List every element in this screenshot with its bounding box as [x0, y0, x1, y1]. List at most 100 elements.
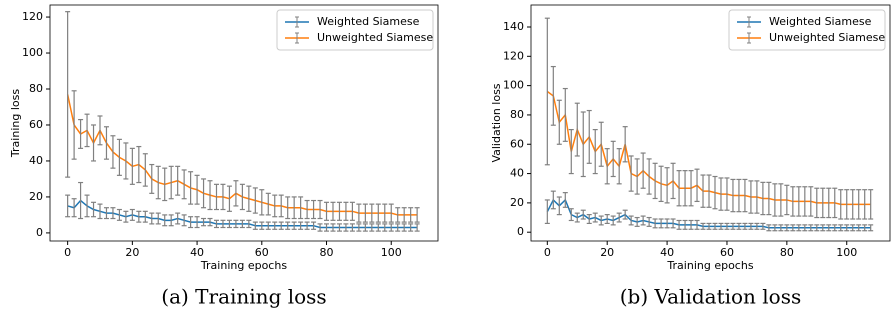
error-bar [694, 219, 700, 230]
error-bar [820, 224, 826, 232]
caption: (a) Training loss [161, 285, 326, 309]
error-bar [742, 178, 748, 213]
error-bar [580, 111, 586, 178]
error-bar [226, 185, 232, 212]
error-bar [213, 219, 219, 229]
error-bar [802, 224, 808, 232]
y-tick-label: 120 [503, 49, 524, 62]
error-bar [401, 207, 407, 223]
legend-box [276, 9, 434, 51]
legend-label: Unweighted Siamese [317, 31, 433, 44]
error-bar [246, 185, 252, 212]
error-bar [754, 180, 760, 214]
error-bar [580, 209, 586, 220]
y-tick-label: 120 [22, 10, 43, 23]
error-bar [574, 212, 580, 223]
error-bar [401, 223, 407, 232]
error-bar [71, 90, 77, 160]
error-bar [304, 221, 310, 230]
y-tick-label: 60 [510, 137, 524, 150]
error-bar [382, 203, 388, 223]
error-bar [850, 189, 856, 220]
error-bar [568, 208, 574, 222]
error-bar [658, 218, 664, 229]
error-bar [298, 221, 304, 230]
error-bar [730, 178, 736, 213]
error-bar [388, 203, 394, 223]
error-bar [252, 221, 258, 230]
error-bar [772, 224, 778, 232]
error-bar [670, 162, 676, 200]
error-bar [712, 175, 718, 210]
error-bar [408, 207, 414, 223]
error-bar [736, 222, 742, 230]
x-tick-label: 100 [381, 246, 402, 259]
y-tick-label: 100 [22, 46, 43, 59]
x-tick-label: 100 [836, 246, 857, 259]
error-bar [652, 218, 658, 229]
x-axis-label: Training epochs [666, 259, 753, 272]
error-bar [388, 223, 394, 232]
y-tick-label: 80 [510, 108, 524, 121]
error-bar [598, 121, 604, 167]
error-bar [778, 224, 784, 232]
x-tick-label: 0 [544, 246, 551, 259]
error-bar [724, 177, 730, 211]
error-bar [748, 180, 754, 214]
x-tick-label: 60 [255, 246, 269, 259]
error-bar [311, 199, 317, 220]
error-bar [349, 223, 355, 232]
error-bar [556, 99, 562, 145]
error-bar [826, 187, 832, 219]
error-bar [168, 165, 174, 200]
error-bar [91, 201, 97, 218]
error-bar [652, 162, 658, 200]
error-bar [796, 224, 802, 232]
error-bar [562, 192, 568, 208]
error-bar [856, 189, 862, 220]
error-bar [175, 212, 181, 225]
error-bar [110, 135, 116, 169]
error-bar [188, 171, 194, 205]
error-bar [586, 109, 592, 164]
error-bar [395, 223, 401, 232]
error-bar [736, 178, 742, 213]
error-bar [220, 219, 226, 229]
error-bar [91, 124, 97, 162]
error-bar [201, 217, 207, 227]
error-bar [78, 118, 84, 149]
error-bar [336, 201, 342, 221]
error-bar [838, 189, 844, 220]
error-bar [568, 128, 574, 175]
error-bar [233, 180, 239, 207]
error-bar [628, 215, 634, 226]
x-tick-label: 60 [720, 246, 734, 259]
legend-label: Unweighted Siamese [769, 31, 885, 44]
error-bar [285, 196, 291, 220]
error-bar [272, 221, 278, 230]
error-bar [718, 222, 724, 230]
legend-box [728, 9, 886, 51]
error-bar [634, 158, 640, 195]
x-tick-label: 20 [125, 246, 139, 259]
error-bar [664, 167, 670, 204]
error-bar [550, 190, 556, 210]
error-bar [592, 128, 598, 175]
error-bar [311, 221, 317, 230]
error-bar [598, 215, 604, 226]
error-bar [369, 203, 375, 223]
x-tick-label: 80 [320, 246, 334, 259]
x-tick-label: 40 [190, 246, 204, 259]
error-bar [562, 87, 568, 142]
error-bar [246, 219, 252, 229]
error-bar [688, 219, 694, 230]
error-bar [181, 214, 187, 227]
axes-frame [49, 4, 439, 242]
error-bar [298, 196, 304, 220]
error-bar [155, 165, 161, 200]
error-bar [592, 212, 598, 223]
error-bar [700, 222, 706, 230]
error-bar [278, 221, 284, 230]
error-bar [718, 177, 724, 211]
error-bar [136, 145, 142, 184]
